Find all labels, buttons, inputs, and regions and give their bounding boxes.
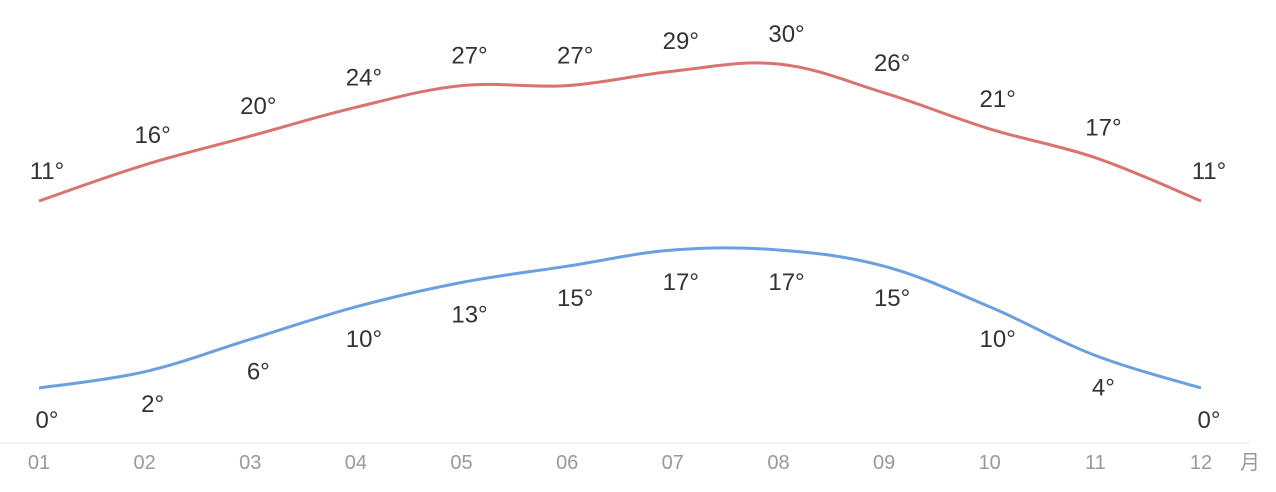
data-label-s2-03: 6° <box>247 358 270 385</box>
x-tick-label-11: 11 <box>1085 452 1106 474</box>
data-label-s1-01: 11° <box>30 158 65 185</box>
x-tick-label-12: 12 <box>1190 452 1212 474</box>
data-label-s2-01: 0° <box>36 407 59 434</box>
data-label-s2-07: 17° <box>663 269 699 296</box>
data-label-s2-05: 13° <box>451 302 487 329</box>
data-label-s2-04: 10° <box>346 326 382 353</box>
data-label-s2-11: 4° <box>1092 375 1115 402</box>
data-label-s1-12: 11° <box>1192 158 1227 185</box>
series-layer <box>38 61 1202 390</box>
x-axis-unit: 月 <box>1240 452 1260 474</box>
series-line-2 <box>38 246 1202 390</box>
x-tick-label-04: 04 <box>345 452 367 474</box>
data-label-s1-04: 24° <box>346 64 382 91</box>
data-label-layer: 11° 16° 20° 24° 27° 27° 29° 30° 26° 21° 17° 11° 0° 2°… <box>30 21 1227 434</box>
x-tick-label-06: 06 <box>556 452 578 474</box>
data-label-s1-10: 21° <box>980 86 1016 113</box>
data-label-s1-02: 16° <box>134 122 170 149</box>
data-label-s1-11: 17° <box>1085 115 1121 142</box>
x-tick-label-03: 03 <box>239 452 261 474</box>
data-label-s1-06: 27° <box>557 43 593 70</box>
x-tick-label-05: 05 <box>450 452 472 474</box>
data-label-s2-10: 10° <box>980 326 1016 353</box>
data-label-s2-02: 2° <box>141 391 164 418</box>
data-label-s2-09: 15° <box>874 285 910 312</box>
x-tick-label-01: 01 <box>28 452 50 474</box>
data-label-s2-06: 15° <box>557 285 593 312</box>
data-label-s2-12: 0° <box>1198 407 1221 434</box>
x-tick-layer: 01 02 03 04 05 06 07 08 09 10 11 12 <box>28 452 1212 474</box>
x-tick-label-02: 02 <box>133 452 155 474</box>
data-label-s1-07: 29° <box>663 28 699 55</box>
series-line-1 <box>38 61 1202 203</box>
data-label-s1-09: 26° <box>874 50 910 77</box>
x-tick-label-07: 07 <box>662 452 684 474</box>
data-label-s2-08: 17° <box>768 269 804 296</box>
data-label-s1-08: 30° <box>768 21 804 48</box>
data-label-s1-05: 27° <box>451 43 487 70</box>
x-tick-label-08: 08 <box>767 452 789 474</box>
x-tick-label-10: 10 <box>979 452 1001 474</box>
data-label-s1-03: 20° <box>240 93 276 120</box>
x-tick-label-09: 09 <box>873 452 895 474</box>
